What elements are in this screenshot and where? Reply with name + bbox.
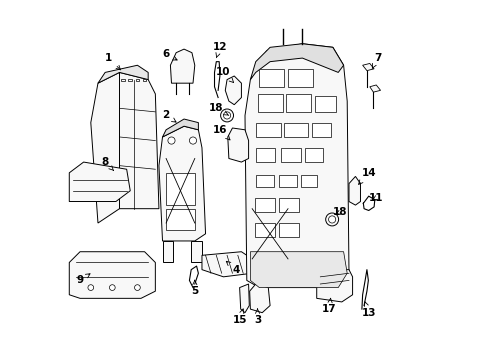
Polygon shape: [286, 94, 311, 112]
Polygon shape: [225, 76, 242, 105]
Text: 1: 1: [105, 53, 121, 70]
Polygon shape: [91, 72, 120, 223]
Polygon shape: [255, 198, 275, 212]
Circle shape: [220, 109, 234, 122]
Polygon shape: [171, 49, 195, 83]
Text: 7: 7: [372, 53, 381, 68]
Circle shape: [326, 213, 339, 226]
Polygon shape: [363, 63, 374, 71]
Text: 13: 13: [362, 302, 376, 318]
Polygon shape: [279, 223, 299, 237]
Bar: [143, 78, 147, 81]
Circle shape: [135, 285, 140, 291]
Text: 17: 17: [322, 298, 337, 314]
Polygon shape: [370, 85, 381, 92]
Circle shape: [168, 137, 175, 144]
Text: 14: 14: [359, 168, 376, 184]
Text: 9: 9: [76, 274, 90, 285]
Text: 8: 8: [101, 157, 114, 171]
Text: 15: 15: [232, 309, 247, 325]
Polygon shape: [202, 252, 252, 277]
Polygon shape: [69, 162, 130, 202]
Polygon shape: [250, 44, 343, 80]
Circle shape: [329, 216, 336, 223]
Polygon shape: [259, 69, 285, 87]
Polygon shape: [305, 148, 323, 162]
Polygon shape: [163, 241, 173, 262]
Polygon shape: [166, 173, 195, 205]
Text: 11: 11: [368, 193, 383, 203]
Polygon shape: [285, 123, 308, 137]
Polygon shape: [349, 176, 361, 205]
Polygon shape: [159, 126, 205, 241]
Text: 12: 12: [213, 42, 227, 58]
Text: 18: 18: [209, 103, 229, 116]
Text: 4: 4: [226, 261, 240, 275]
Polygon shape: [245, 44, 349, 288]
Text: 16: 16: [213, 125, 230, 140]
Polygon shape: [255, 223, 275, 237]
Circle shape: [109, 285, 115, 291]
Circle shape: [88, 285, 94, 291]
Polygon shape: [312, 123, 331, 137]
Text: 5: 5: [191, 280, 198, 296]
Polygon shape: [279, 198, 299, 212]
Text: 2: 2: [163, 111, 176, 122]
Circle shape: [190, 137, 196, 144]
Text: 6: 6: [163, 49, 177, 60]
Polygon shape: [250, 284, 270, 313]
Text: 18: 18: [333, 207, 347, 217]
Polygon shape: [228, 128, 248, 162]
Polygon shape: [317, 270, 353, 302]
Polygon shape: [163, 119, 198, 137]
Text: 10: 10: [216, 67, 234, 82]
Bar: [136, 78, 139, 81]
Polygon shape: [315, 96, 337, 112]
Polygon shape: [281, 148, 300, 162]
Polygon shape: [250, 252, 347, 288]
Polygon shape: [166, 209, 195, 230]
Polygon shape: [120, 72, 159, 209]
Text: 3: 3: [254, 309, 261, 325]
Bar: [122, 78, 125, 81]
Polygon shape: [240, 284, 249, 313]
Polygon shape: [69, 252, 155, 298]
Polygon shape: [191, 241, 202, 262]
Polygon shape: [288, 69, 313, 87]
Polygon shape: [256, 123, 281, 137]
Polygon shape: [301, 175, 318, 187]
Polygon shape: [256, 148, 275, 162]
Polygon shape: [279, 175, 297, 187]
Bar: [128, 78, 132, 81]
Polygon shape: [258, 94, 283, 112]
Polygon shape: [256, 175, 274, 187]
Circle shape: [223, 112, 231, 119]
Polygon shape: [98, 65, 148, 83]
